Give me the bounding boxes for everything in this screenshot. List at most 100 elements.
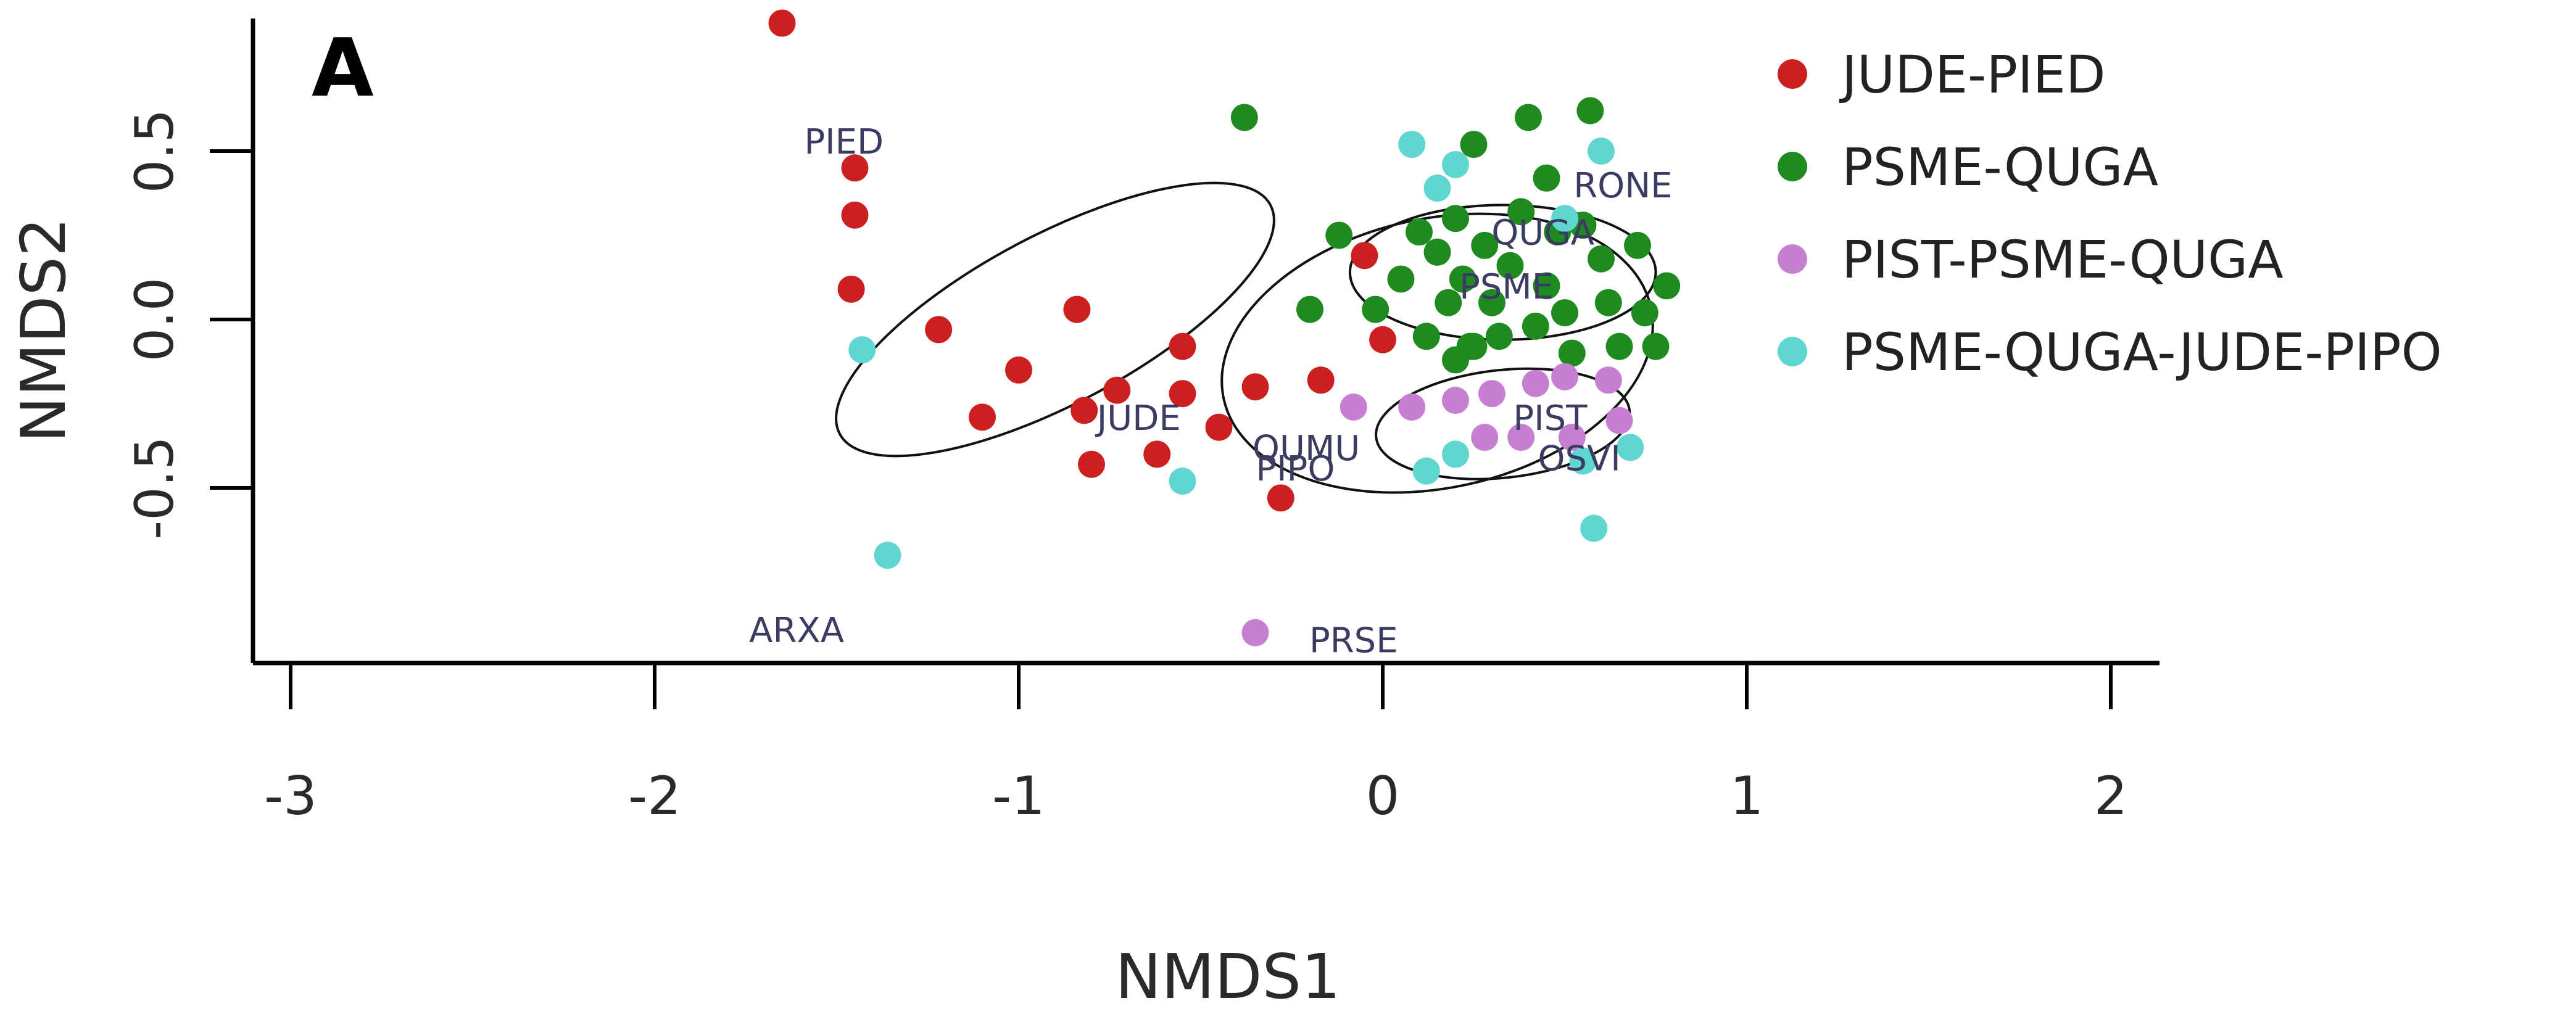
point-psme-quga-jude-pipo [848, 336, 876, 364]
point-pist-psme-quga [1442, 387, 1469, 414]
point-psme-quga [1449, 265, 1476, 293]
point-psme-quga [1442, 205, 1469, 233]
point-psme-quga [1588, 245, 1615, 273]
point-psme-quga [1642, 332, 1670, 360]
point-psme-quga [1471, 231, 1499, 259]
point-jude-pied [768, 9, 796, 37]
x-tick-label: -1 [992, 765, 1045, 827]
point-psme-quga [1631, 299, 1659, 327]
point-psme-quga [1362, 295, 1389, 323]
x-tick-label: -2 [628, 765, 681, 827]
group-ellipse [835, 181, 1275, 458]
point-pist-psme-quga [1478, 380, 1505, 408]
point-pist-psme-quga [1558, 424, 1586, 451]
point-psme-quga [1522, 312, 1549, 340]
point-jude-pied [1241, 373, 1269, 401]
legend-label-jude-pied: JUDE-PIED [1839, 44, 2106, 105]
point-psme-quga [1594, 289, 1622, 316]
species-label-psme: PSME [1459, 267, 1554, 307]
data-points [768, 9, 1681, 646]
point-pist-psme-quga [1594, 366, 1622, 394]
panel-label: A [312, 21, 374, 115]
point-psme-quga [1406, 218, 1433, 246]
point-psme-quga [1442, 346, 1469, 374]
point-psme-quga [1496, 252, 1524, 279]
point-psme-quga [1605, 332, 1633, 360]
point-pist-psme-quga [1471, 424, 1499, 451]
point-jude-pied [1169, 332, 1196, 360]
species-label-pied: PIED [804, 122, 884, 162]
point-jude-pied [1267, 484, 1294, 512]
x-axis-ticks: -3 -2 -1 0 1 2 [264, 663, 2127, 827]
point-pist-psme-quga [1551, 363, 1578, 390]
point-pist-psme-quga [1398, 393, 1426, 421]
x-tick-label: 0 [1366, 765, 1400, 827]
species-label-osvi: OSVI [1538, 439, 1620, 479]
x-tick-label: 1 [1730, 765, 1764, 827]
legend-marker-psme-quga [1778, 152, 1807, 181]
point-psme-quga [1423, 238, 1451, 266]
legend-label-psme-quga-jude-pipo: PSME-QUGA-JUDE-PIPO [1842, 322, 2442, 382]
point-psme-quga-jude-pipo [1169, 468, 1196, 495]
point-psme-quga-jude-pipo [1398, 131, 1426, 159]
point-psme-quga [1412, 323, 1440, 350]
y-tick-label: 0.5 [124, 109, 186, 194]
x-tick-label: 2 [2094, 765, 2128, 827]
point-psme-quga [1558, 339, 1586, 367]
point-jude-pied [1307, 366, 1335, 394]
y-axis-ticks: -0.5 0.0 0.5 [124, 109, 253, 540]
point-psme-quga [1387, 265, 1415, 293]
point-jude-pied [1071, 397, 1098, 424]
point-jude-pied [1169, 380, 1196, 408]
point-jude-pied [1078, 450, 1105, 478]
legend-label-psme-quga: PSME-QUGA [1842, 137, 2158, 197]
species-label-quga: QUGA [1491, 213, 1594, 254]
point-psme-quga [1624, 231, 1651, 259]
point-psme-quga [1485, 323, 1513, 350]
point-psme-quga-jude-pipo [1442, 440, 1469, 468]
point-psme-quga-jude-pipo [1569, 447, 1597, 475]
point-psme-quga [1533, 164, 1560, 192]
y-tick-label: 0.0 [124, 278, 186, 362]
species-label-qumu: QUMU [1253, 429, 1360, 469]
point-psme-quga [1515, 104, 1542, 131]
point-psme-quga-jude-pipo [1412, 457, 1440, 485]
point-pist-psme-quga [1522, 369, 1549, 397]
point-psme-quga [1533, 272, 1560, 300]
point-psme-quga [1325, 221, 1353, 249]
legend: JUDE-PIED PSME-QUGA PIST-PSME-QUGA PSME-QUG… [1778, 44, 2442, 382]
point-jude-pied [1063, 295, 1091, 323]
species-label-pist: PIST [1513, 398, 1588, 439]
y-tick-label: -0.5 [124, 436, 186, 540]
point-jude-pied [1005, 356, 1032, 384]
legend-marker-jude-pied [1778, 59, 1807, 89]
point-pist-psme-quga [1507, 424, 1535, 451]
point-pist-psme-quga [1340, 393, 1367, 421]
legend-marker-pist-psme-quga [1778, 244, 1807, 274]
point-jude-pied [1205, 413, 1233, 441]
legend-marker-psme-quga-jude-pipo [1778, 337, 1807, 366]
point-psme-quga [1507, 198, 1535, 226]
point-pist-psme-quga [1241, 619, 1269, 646]
point-psme-quga [1296, 295, 1323, 323]
point-pist-psme-quga [1605, 406, 1633, 434]
point-psme-quga [1460, 131, 1488, 159]
point-psme-quga [1230, 104, 1258, 131]
x-tick-label: -3 [264, 765, 317, 827]
point-jude-pied [837, 275, 865, 303]
x-axis-title: NMDS1 [1115, 941, 1340, 1013]
point-jude-pied [969, 403, 996, 431]
point-psme-quga [1551, 299, 1578, 327]
y-axis-title: NMDS2 [7, 217, 80, 442]
point-jude-pied [1143, 440, 1171, 468]
point-psme-quga-jude-pipo [1423, 175, 1451, 202]
point-jude-pied [841, 201, 869, 229]
point-psme-quga-jude-pipo [874, 542, 901, 569]
point-psme-quga [1653, 272, 1681, 300]
species-label-prse: PRSE [1309, 620, 1398, 661]
point-jude-pied [1369, 326, 1396, 353]
species-label-pipo: PIPO [1256, 449, 1335, 489]
species-label-arxa: ARXA [749, 611, 844, 651]
